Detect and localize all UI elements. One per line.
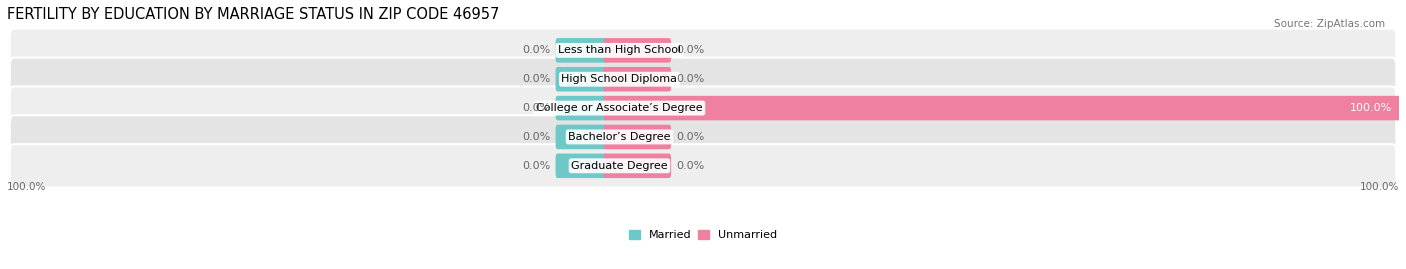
Text: Less than High School: Less than High School bbox=[558, 45, 681, 55]
FancyBboxPatch shape bbox=[555, 154, 607, 178]
FancyBboxPatch shape bbox=[603, 38, 671, 63]
FancyBboxPatch shape bbox=[603, 67, 671, 91]
Text: 0.0%: 0.0% bbox=[523, 132, 551, 142]
Text: 100.0%: 100.0% bbox=[1350, 103, 1392, 113]
Text: 100.0%: 100.0% bbox=[1360, 182, 1399, 192]
FancyBboxPatch shape bbox=[10, 58, 1396, 101]
FancyBboxPatch shape bbox=[603, 154, 671, 178]
Text: FERTILITY BY EDUCATION BY MARRIAGE STATUS IN ZIP CODE 46957: FERTILITY BY EDUCATION BY MARRIAGE STATU… bbox=[7, 7, 499, 22]
FancyBboxPatch shape bbox=[10, 115, 1396, 159]
Legend: Married, Unmarried: Married, Unmarried bbox=[624, 225, 782, 245]
FancyBboxPatch shape bbox=[10, 144, 1396, 187]
FancyBboxPatch shape bbox=[555, 38, 607, 63]
FancyBboxPatch shape bbox=[10, 29, 1396, 72]
Text: 0.0%: 0.0% bbox=[523, 103, 551, 113]
Text: 0.0%: 0.0% bbox=[523, 45, 551, 55]
FancyBboxPatch shape bbox=[555, 125, 607, 149]
Text: 0.0%: 0.0% bbox=[523, 74, 551, 84]
FancyBboxPatch shape bbox=[10, 86, 1396, 130]
FancyBboxPatch shape bbox=[555, 96, 607, 120]
Text: 0.0%: 0.0% bbox=[676, 161, 704, 171]
Text: 100.0%: 100.0% bbox=[7, 182, 46, 192]
FancyBboxPatch shape bbox=[555, 67, 607, 91]
FancyBboxPatch shape bbox=[603, 125, 671, 149]
Text: 0.0%: 0.0% bbox=[676, 132, 704, 142]
Text: Graduate Degree: Graduate Degree bbox=[571, 161, 668, 171]
Text: Source: ZipAtlas.com: Source: ZipAtlas.com bbox=[1274, 19, 1385, 29]
Text: High School Diploma: High School Diploma bbox=[561, 74, 678, 84]
Text: 0.0%: 0.0% bbox=[676, 45, 704, 55]
Text: College or Associate’s Degree: College or Associate’s Degree bbox=[536, 103, 703, 113]
Text: 0.0%: 0.0% bbox=[676, 74, 704, 84]
Text: 0.0%: 0.0% bbox=[523, 161, 551, 171]
Text: Bachelor’s Degree: Bachelor’s Degree bbox=[568, 132, 671, 142]
FancyBboxPatch shape bbox=[603, 96, 1402, 120]
